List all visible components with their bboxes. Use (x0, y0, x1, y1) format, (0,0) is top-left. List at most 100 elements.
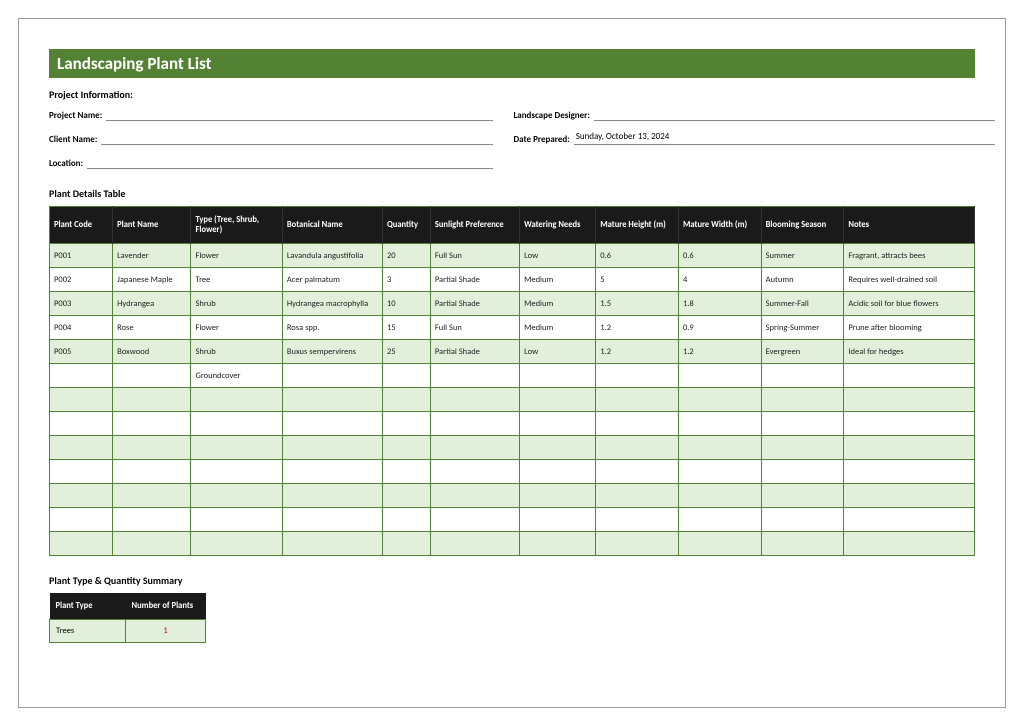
table-cell[interactable]: 1.2 (596, 316, 679, 340)
table-cell[interactable] (50, 436, 113, 460)
table-cell[interactable] (430, 364, 519, 388)
table-cell[interactable]: Summer (761, 244, 844, 268)
table-cell[interactable] (382, 532, 430, 556)
table-cell[interactable]: Hydrangea (113, 292, 191, 316)
table-cell[interactable] (678, 436, 761, 460)
table-cell[interactable] (430, 436, 519, 460)
table-cell[interactable] (282, 388, 382, 412)
table-cell[interactable] (282, 484, 382, 508)
table-cell[interactable]: 3 (382, 268, 430, 292)
table-cell[interactable] (678, 532, 761, 556)
table-cell[interactable] (761, 364, 844, 388)
table-cell[interactable] (678, 484, 761, 508)
table-cell[interactable]: Acidic soil for blue flowers (844, 292, 975, 316)
table-cell[interactable] (382, 436, 430, 460)
table-cell[interactable] (430, 412, 519, 436)
table-cell[interactable]: 10 (382, 292, 430, 316)
table-cell[interactable] (282, 364, 382, 388)
table-cell[interactable] (282, 532, 382, 556)
table-cell[interactable] (282, 508, 382, 532)
table-cell[interactable]: Partial Shade (430, 292, 519, 316)
table-cell[interactable] (382, 484, 430, 508)
table-cell[interactable] (430, 388, 519, 412)
table-cell[interactable] (382, 364, 430, 388)
table-cell[interactable]: 25 (382, 340, 430, 364)
table-cell[interactable]: Low (520, 244, 596, 268)
table-cell[interactable] (282, 460, 382, 484)
table-cell[interactable]: Partial Shade (430, 268, 519, 292)
table-cell[interactable]: Requires well-drained soil (844, 268, 975, 292)
table-cell[interactable] (844, 460, 975, 484)
table-cell[interactable] (191, 412, 282, 436)
table-cell[interactable] (678, 412, 761, 436)
table-cell[interactable] (678, 388, 761, 412)
table-cell[interactable]: Shrub (191, 340, 282, 364)
table-cell[interactable]: 1.5 (596, 292, 679, 316)
table-cell[interactable] (596, 364, 679, 388)
table-cell[interactable] (50, 532, 113, 556)
table-cell[interactable] (113, 364, 191, 388)
table-cell[interactable] (50, 508, 113, 532)
table-cell[interactable]: Prune after blooming (844, 316, 975, 340)
table-cell[interactable] (520, 460, 596, 484)
table-cell[interactable] (678, 364, 761, 388)
table-cell[interactable] (596, 508, 679, 532)
table-cell[interactable]: Groundcover (191, 364, 282, 388)
designer-input[interactable] (594, 107, 995, 121)
table-cell[interactable]: Evergreen (761, 340, 844, 364)
table-cell[interactable] (678, 508, 761, 532)
table-cell[interactable] (596, 412, 679, 436)
table-cell[interactable]: Shrub (191, 292, 282, 316)
table-cell[interactable] (761, 460, 844, 484)
table-cell[interactable] (382, 508, 430, 532)
table-cell[interactable] (761, 484, 844, 508)
table-cell[interactable] (520, 484, 596, 508)
table-cell[interactable]: Ideal for hedges (844, 340, 975, 364)
table-cell[interactable] (520, 364, 596, 388)
location-input[interactable] (87, 155, 493, 169)
table-cell[interactable] (430, 532, 519, 556)
table-cell[interactable]: Boxwood (113, 340, 191, 364)
table-cell[interactable]: Fragrant, attracts bees (844, 244, 975, 268)
table-cell[interactable]: Flower (191, 316, 282, 340)
table-cell[interactable] (430, 460, 519, 484)
table-cell[interactable] (191, 460, 282, 484)
table-cell[interactable]: P003 (50, 292, 113, 316)
table-cell[interactable]: Full Sun (430, 316, 519, 340)
table-cell[interactable] (50, 388, 113, 412)
table-cell[interactable] (430, 484, 519, 508)
table-cell[interactable]: P001 (50, 244, 113, 268)
table-cell[interactable]: Medium (520, 268, 596, 292)
table-cell[interactable]: 20 (382, 244, 430, 268)
client-name-input[interactable] (101, 131, 493, 145)
project-name-input[interactable] (106, 107, 493, 121)
table-cell[interactable]: 1.8 (678, 292, 761, 316)
table-cell[interactable]: 0.9 (678, 316, 761, 340)
table-cell[interactable] (844, 412, 975, 436)
table-cell[interactable]: P004 (50, 316, 113, 340)
table-cell[interactable]: 15 (382, 316, 430, 340)
table-cell[interactable] (596, 460, 679, 484)
table-cell[interactable] (844, 364, 975, 388)
table-cell[interactable] (191, 484, 282, 508)
table-cell[interactable] (113, 460, 191, 484)
table-cell[interactable]: Hydrangea macrophylla (282, 292, 382, 316)
table-cell[interactable]: 0.6 (596, 244, 679, 268)
table-cell[interactable] (844, 484, 975, 508)
table-cell[interactable]: Buxus sempervirens (282, 340, 382, 364)
table-cell[interactable]: Full Sun (430, 244, 519, 268)
table-cell[interactable]: 1.2 (596, 340, 679, 364)
table-cell[interactable] (520, 532, 596, 556)
table-cell[interactable]: Medium (520, 292, 596, 316)
table-cell[interactable] (382, 388, 430, 412)
table-cell[interactable] (844, 508, 975, 532)
summary-cell[interactable]: 1 (126, 620, 206, 643)
table-cell[interactable]: Summer-Fall (761, 292, 844, 316)
table-cell[interactable]: Rosa spp. (282, 316, 382, 340)
table-cell[interactable] (50, 460, 113, 484)
table-cell[interactable]: Rose (113, 316, 191, 340)
table-cell[interactable] (191, 508, 282, 532)
table-cell[interactable]: Japanese Maple (113, 268, 191, 292)
table-cell[interactable] (520, 508, 596, 532)
table-cell[interactable] (520, 412, 596, 436)
